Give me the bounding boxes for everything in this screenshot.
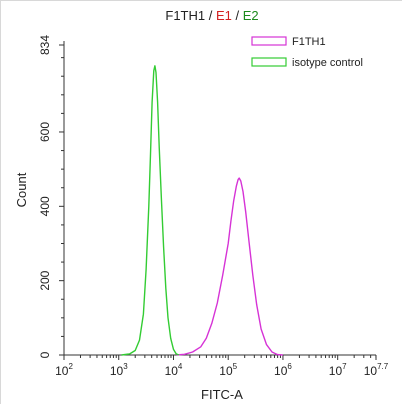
x-tick-label: 105 [219, 362, 237, 378]
title-part-4: E2 [243, 8, 259, 23]
title-part-1: / [205, 8, 216, 23]
x-axis-ticks: 102 103 104 105 106 107 107.7 [55, 355, 389, 378]
legend: F1TH1 isotype control [251, 36, 363, 69]
y-tick-label: 600 [38, 122, 52, 142]
x-tick-base: 10 [55, 364, 69, 378]
title-part-0: F1TH1 [165, 8, 205, 23]
y-tick-label: 834 [38, 35, 52, 55]
x-tick-label: 104 [165, 362, 183, 378]
x-tick-base: 10 [364, 364, 378, 378]
x-tick-base: 10 [110, 364, 124, 378]
x-tick-label: 107.7 [364, 362, 389, 378]
legend-label-1: isotype control [292, 57, 363, 69]
series-curve-1 [121, 65, 180, 356]
legend-swatch-0 [251, 36, 287, 46]
y-axis-label: Count [14, 172, 29, 207]
title-part-2: E1 [216, 8, 232, 23]
x-tick-exponent: 2 [68, 362, 73, 371]
x-tick-label: 103 [110, 362, 128, 378]
x-tick-exponent: 5 [233, 362, 238, 371]
x-tick-label: 107 [329, 362, 347, 378]
x-tick-exponent: 4 [178, 362, 183, 371]
x-tick-base: 10 [274, 364, 288, 378]
x-tick-exponent: 6 [287, 362, 292, 371]
y-tick-label: 200 [38, 270, 52, 290]
x-tick-base: 10 [165, 364, 179, 378]
series-curve-0 [176, 177, 283, 356]
y-axis-ticks: 0 200 400 600 834 [38, 35, 64, 358]
y-tick-label: 400 [38, 196, 52, 216]
x-tick-base: 10 [219, 364, 233, 378]
x-tick-label: 102 [55, 362, 73, 378]
x-axis-label: FITC-A [201, 387, 243, 402]
x-tick-base: 10 [329, 364, 343, 378]
legend-swatch-1 [251, 57, 287, 67]
title-part-3: / [232, 8, 243, 23]
x-tick-label: 106 [274, 362, 292, 378]
x-tick-exponent: 7 [342, 362, 347, 371]
chart-title: F1TH1 / E1 / E2 [165, 8, 258, 23]
legend-label-0: F1TH1 [292, 36, 326, 48]
x-tick-exponent: 7.7 [377, 362, 389, 371]
y-tick-label: 0 [38, 351, 52, 358]
series-layer [121, 65, 283, 356]
x-tick-exponent: 3 [123, 362, 128, 371]
